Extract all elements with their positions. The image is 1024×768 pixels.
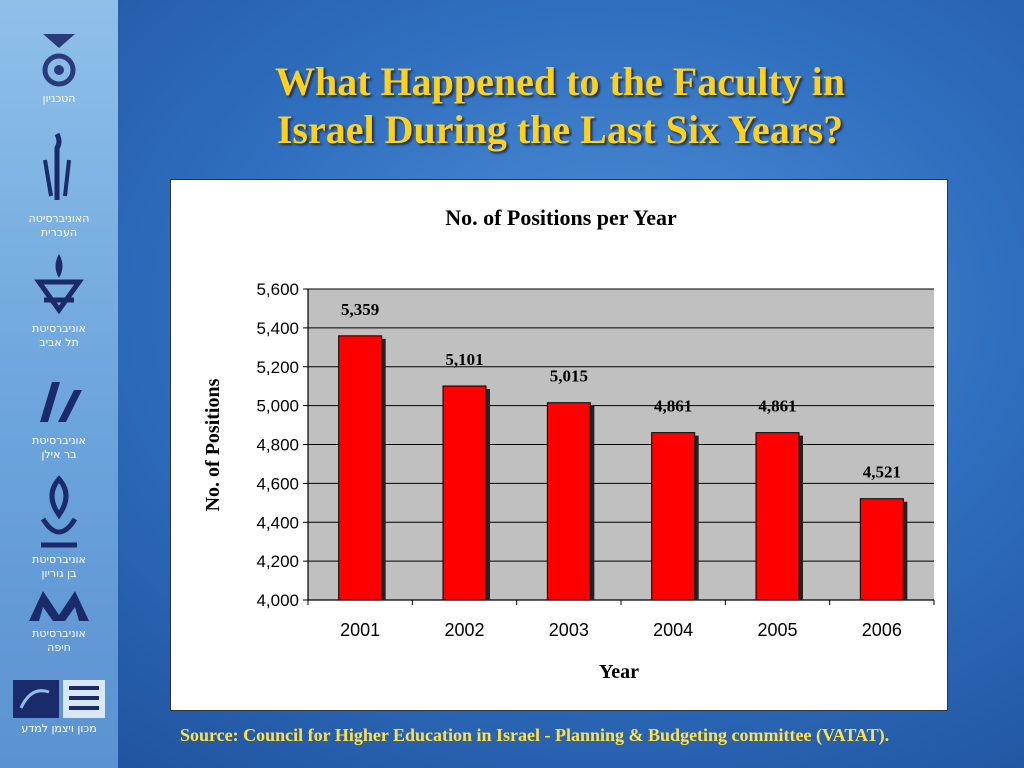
x-tick-label: 2003	[549, 620, 589, 640]
logo-block: הטכניון	[0, 30, 118, 106]
technion-icon	[0, 30, 118, 90]
bar	[546, 402, 591, 601]
logo-label: אוניברסיטת תל אביב	[32, 322, 86, 349]
y-tick-label: 4,200	[256, 552, 299, 571]
logo-block: אוניברסיטת בר אילן	[0, 372, 118, 462]
haifa-university-icon	[0, 585, 118, 625]
logo-label: אוניברסיטת חיפה	[32, 627, 86, 654]
title-line-1: What Happened to the Faculty in	[274, 59, 846, 104]
logo-block: מכון ויצמן למדע	[0, 678, 118, 736]
bar-chart: 4,000 4,200 4,400 4,600 4,800 5,000 5,200 5,400…	[202, 205, 935, 683]
data-label: 5,101	[445, 350, 483, 369]
logo-block: אוניברסיטת בן גוריון	[0, 475, 118, 581]
tel-aviv-university-icon	[0, 250, 118, 320]
data-label: 5,015	[550, 367, 588, 386]
logo-label: הטכניון	[42, 92, 76, 105]
bar	[651, 432, 696, 601]
y-tick-label: 4,800	[256, 436, 299, 455]
ben-gurion-university-icon	[0, 475, 118, 551]
chart-title: No. of Positions per Year	[445, 205, 677, 230]
bar	[755, 432, 800, 601]
y-tick-label: 5,000	[256, 397, 299, 416]
sidebar: הטכניון האוניברסיטה העברית אוניברסיטת תל אבי…	[0, 0, 118, 768]
logo-label: אוניברסיטת בן גוריון	[32, 553, 86, 580]
y-tick-label: 5,600	[256, 280, 299, 299]
y-tick-label: 4,400	[256, 513, 299, 532]
logo-block: אוניברסיטת חיפה	[0, 585, 118, 655]
y-axis-title: No. of Positions	[202, 378, 224, 511]
source-note: Source: Council for Higher Education in …	[180, 725, 890, 745]
bar	[442, 385, 487, 601]
y-tick-label: 5,200	[256, 358, 299, 377]
data-label: 4,521	[863, 463, 901, 482]
x-axis-title: Year	[599, 661, 639, 683]
logo-label: מכון ויצמן למדע	[21, 722, 97, 735]
bar	[859, 498, 904, 601]
y-tick-label: 4,000	[256, 591, 299, 610]
chart-container: 4,000 4,200 4,400 4,600 4,800 5,000 5,200 5,400…	[170, 179, 948, 711]
hebrew-university-icon	[0, 130, 118, 210]
x-tick-label: 2004	[653, 620, 693, 640]
data-label: 4,861	[758, 397, 796, 416]
title-line-2: Israel During the Last Six Years?	[276, 107, 844, 152]
x-tick-label: 2001	[340, 620, 380, 640]
bar	[338, 335, 383, 601]
y-tick-label: 5,400	[256, 319, 299, 338]
x-tick-label: 2002	[444, 620, 484, 640]
logo-label: האוניברסיטה העברית	[28, 212, 90, 239]
data-label: 5,359	[341, 300, 379, 319]
logo-label: אוניברסיטת בר אילן	[32, 434, 86, 461]
x-tick-label: 2005	[757, 620, 797, 640]
page-title: What Happened to the Faculty in Israel D…	[160, 58, 960, 154]
y-tick-label: 4,600	[256, 474, 299, 493]
logo-block: האוניברסיטה העברית	[0, 130, 118, 240]
data-label: 4,861	[654, 397, 692, 416]
x-tick-label: 2006	[862, 620, 902, 640]
bar-ilan-university-icon	[0, 372, 118, 432]
weizmann-institute-icon	[0, 678, 118, 720]
logo-block: אוניברסיטת תל אביב	[0, 250, 118, 350]
